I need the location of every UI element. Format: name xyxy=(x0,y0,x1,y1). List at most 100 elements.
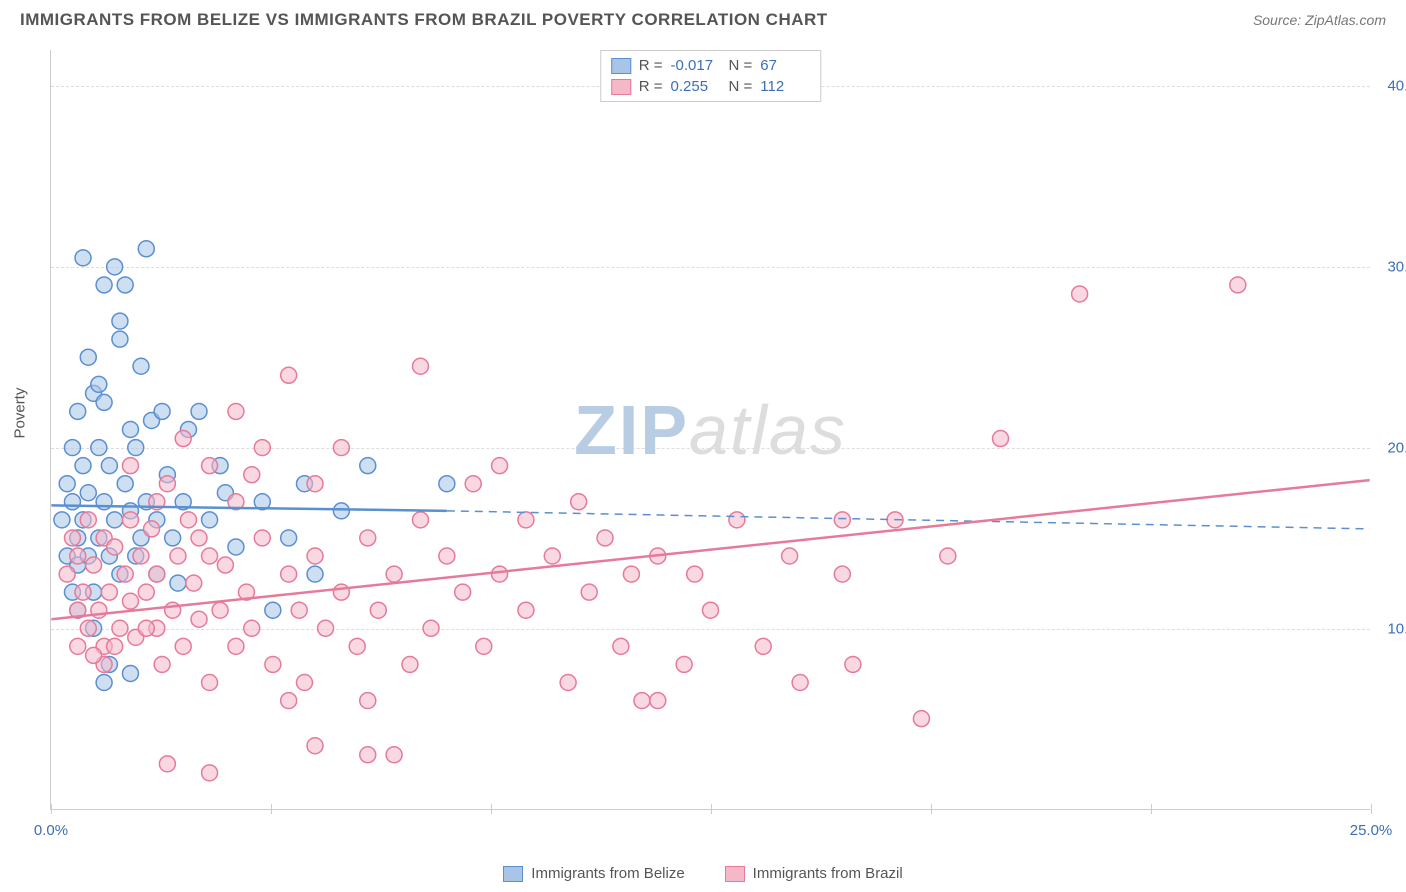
data-point-brazil xyxy=(202,458,218,474)
data-point-brazil xyxy=(80,512,96,528)
data-point-brazil xyxy=(913,711,929,727)
data-point-brazil xyxy=(281,693,297,709)
data-point-belize xyxy=(117,277,133,293)
data-point-belize xyxy=(307,566,323,582)
swatch-brazil xyxy=(611,79,631,95)
data-point-brazil xyxy=(122,512,138,528)
data-point-brazil xyxy=(834,512,850,528)
data-point-brazil xyxy=(650,693,666,709)
data-point-belize xyxy=(91,440,107,456)
data-point-brazil xyxy=(217,557,233,573)
data-point-brazil xyxy=(212,602,228,618)
data-point-belize xyxy=(96,675,112,691)
data-point-brazil xyxy=(75,584,91,600)
data-point-brazil xyxy=(455,584,471,600)
data-point-belize xyxy=(265,602,281,618)
legend-row-brazil: R = 0.255 N = 112 xyxy=(611,76,811,97)
data-point-brazil xyxy=(80,620,96,636)
data-point-brazil xyxy=(138,584,154,600)
data-point-brazil xyxy=(202,765,218,781)
data-point-brazil xyxy=(1230,277,1246,293)
data-point-brazil xyxy=(244,467,260,483)
data-point-brazil xyxy=(492,458,508,474)
data-point-brazil xyxy=(423,620,439,636)
n-value-brazil: 112 xyxy=(760,78,810,95)
scatter-plot-svg xyxy=(51,50,1370,809)
swatch-belize xyxy=(611,58,631,74)
data-point-brazil xyxy=(623,566,639,582)
data-point-brazil xyxy=(180,512,196,528)
legend-item-brazil: Immigrants from Brazil xyxy=(725,865,903,882)
data-point-belize xyxy=(101,458,117,474)
data-point-brazil xyxy=(254,530,270,546)
swatch-belize-icon xyxy=(503,866,523,882)
data-point-belize xyxy=(122,665,138,681)
data-point-brazil xyxy=(729,512,745,528)
source-attribution: Source: ZipAtlas.com xyxy=(1253,12,1386,28)
data-point-brazil xyxy=(70,548,86,564)
data-point-brazil xyxy=(144,521,160,537)
data-point-brazil xyxy=(107,539,123,555)
data-point-belize xyxy=(228,539,244,555)
data-point-brazil xyxy=(159,476,175,492)
y-tick-label: 20.0% xyxy=(1375,440,1406,457)
data-point-brazil xyxy=(993,431,1009,447)
data-point-brazil xyxy=(191,530,207,546)
data-point-brazil xyxy=(360,530,376,546)
data-point-brazil xyxy=(122,593,138,609)
data-point-brazil xyxy=(492,566,508,582)
data-point-brazil xyxy=(254,440,270,456)
data-point-brazil xyxy=(228,638,244,654)
data-point-brazil xyxy=(581,584,597,600)
y-tick-label: 10.0% xyxy=(1375,621,1406,638)
data-point-belize xyxy=(333,503,349,519)
chart-title: IMMIGRANTS FROM BELIZE VS IMMIGRANTS FRO… xyxy=(20,10,828,30)
data-point-brazil xyxy=(138,620,154,636)
data-point-brazil xyxy=(281,367,297,383)
data-point-brazil xyxy=(64,530,80,546)
y-tick-label: 40.0% xyxy=(1375,78,1406,95)
data-point-brazil xyxy=(412,512,428,528)
data-point-brazil xyxy=(86,557,102,573)
data-point-brazil xyxy=(360,693,376,709)
data-point-belize xyxy=(59,476,75,492)
data-point-belize xyxy=(80,485,96,501)
data-point-belize xyxy=(80,349,96,365)
data-point-belize xyxy=(170,575,186,591)
data-point-brazil xyxy=(244,620,260,636)
data-point-brazil xyxy=(307,548,323,564)
data-point-brazil xyxy=(613,638,629,654)
data-point-brazil xyxy=(634,693,650,709)
swatch-brazil-icon xyxy=(725,866,745,882)
data-point-belize xyxy=(91,376,107,392)
x-tick-label: 25.0% xyxy=(1350,822,1393,839)
data-point-brazil xyxy=(159,756,175,772)
data-point-brazil xyxy=(202,675,218,691)
data-point-brazil xyxy=(333,440,349,456)
data-point-brazil xyxy=(154,656,170,672)
data-point-belize xyxy=(133,358,149,374)
data-point-brazil xyxy=(191,611,207,627)
r-value-belize: -0.017 xyxy=(671,57,721,74)
data-point-belize xyxy=(64,494,80,510)
data-point-brazil xyxy=(518,512,534,528)
data-point-belize xyxy=(165,530,181,546)
regression-dash-belize xyxy=(447,511,1370,529)
data-point-brazil xyxy=(834,566,850,582)
data-point-brazil xyxy=(782,548,798,564)
data-point-belize xyxy=(281,530,297,546)
data-point-belize xyxy=(112,313,128,329)
data-point-brazil xyxy=(296,675,312,691)
y-axis-label: Poverty xyxy=(12,388,29,439)
data-point-brazil xyxy=(676,656,692,672)
data-point-brazil xyxy=(122,458,138,474)
legend-correlation-box: R = -0.017 N = 67 R = 0.255 N = 112 xyxy=(600,50,822,102)
x-tick-label: 0.0% xyxy=(34,822,68,839)
data-point-brazil xyxy=(307,476,323,492)
data-point-brazil xyxy=(228,403,244,419)
data-point-brazil xyxy=(291,602,307,618)
data-point-brazil xyxy=(476,638,492,654)
data-point-brazil xyxy=(265,656,281,672)
data-point-brazil xyxy=(597,530,613,546)
data-point-brazil xyxy=(1072,286,1088,302)
